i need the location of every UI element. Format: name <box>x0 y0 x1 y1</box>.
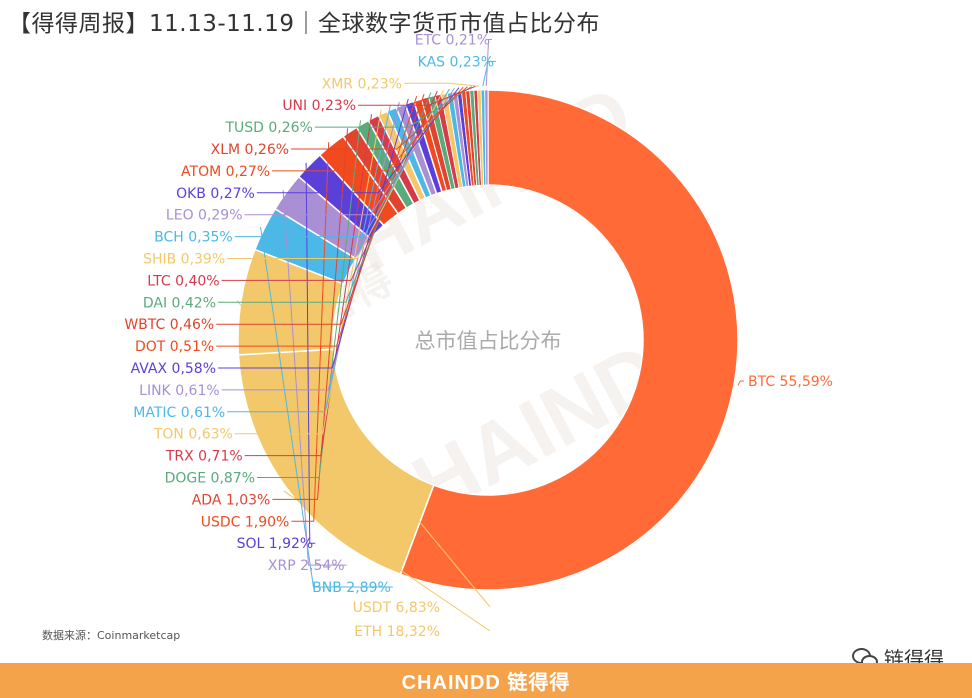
leader-line-atom <box>272 86 464 172</box>
leader-line-wbtc <box>216 94 425 325</box>
slice-label-xlm: XLM 0,26% <box>211 142 289 158</box>
slice-label-doge: DOGE 0,87% <box>165 471 255 487</box>
slice-label-kas: KAS 0,23% <box>418 54 494 70</box>
slice-label-xrp: XRP 2,54% <box>268 558 345 574</box>
leader-line-matic <box>227 105 391 413</box>
leader-line-tusd <box>314 86 472 128</box>
label-leader-lines <box>216 39 744 632</box>
leader-line-xrp <box>282 189 347 566</box>
slice-label-uni: UNI 0,23% <box>282 98 356 114</box>
slice-label-tusd: TUSD 0,26% <box>224 120 312 136</box>
leader-line-dot <box>216 96 418 347</box>
donut-center-label: 总市值占比分布 <box>415 329 562 353</box>
slice-label-ltc: LTC 0,40% <box>147 273 219 289</box>
leader-line-btc <box>737 380 744 386</box>
leader-line-doge <box>257 120 361 478</box>
leader-line-kas <box>482 60 496 87</box>
slice-label-usdc: USDC 1,90% <box>201 514 290 530</box>
slice-label-ton: TON 0,63% <box>153 427 233 443</box>
slice-label-bch: BCH 0,35% <box>154 230 233 246</box>
slice-label-sol: SOL 1,92% <box>237 536 314 552</box>
slice-btc <box>399 89 739 591</box>
slice-label-avax: AVAX 0,58% <box>131 361 216 377</box>
slice-labels: BTC 55,59% ETH 18,32% USDT 6,83% BNB 2,89% X… <box>124 33 833 641</box>
slice-label-etc: ETC 0,21% <box>415 33 490 49</box>
leader-line-sol <box>305 162 316 544</box>
slice-label-btc: BTC 55,59% <box>748 374 833 390</box>
leader-line-eth <box>283 490 491 632</box>
leader-line-ton <box>234 109 382 435</box>
leader-line-usdc <box>291 142 330 522</box>
leader-line-etc <box>485 39 492 87</box>
data-source-note: 数据来源：Coinmarketcap <box>42 629 181 642</box>
slice-label-eth: ETH 18,32% <box>354 624 440 640</box>
leader-line-trx <box>244 114 373 457</box>
leader-line-shib <box>227 89 444 259</box>
leader-line-ada <box>272 128 349 500</box>
slice-etc <box>484 89 489 186</box>
slice-label-dai: DAI 0,42% <box>143 295 216 311</box>
slice-label-leo: LEO 0,29% <box>166 208 243 224</box>
page-title: 【得得周报】11.13-11.19｜全球数字货币市值占比分布 <box>8 11 600 37</box>
leader-line-ltc <box>221 90 438 281</box>
leader-line-xmr <box>403 82 480 87</box>
slice-label-usdt: USDT 6,83% <box>353 600 440 616</box>
slice-label-dot: DOT 0,51% <box>135 339 214 355</box>
leader-line-xlm <box>291 86 468 150</box>
slice-label-bnb: BNB 2,89% <box>312 580 391 596</box>
leader-line-dai <box>218 92 432 303</box>
slice-label-link: LINK 0,61% <box>139 383 220 399</box>
slice-label-xmr: XMR 0,23% <box>322 76 402 92</box>
slice-label-ada: ADA 1,03% <box>192 492 271 508</box>
slice-label-shib: SHIB 0,39% <box>143 252 225 268</box>
leader-line-bnb <box>260 226 393 588</box>
slice-label-okb: OKB 0,27% <box>176 186 255 202</box>
slice-label-trx: TRX 0,71% <box>165 449 243 465</box>
leader-line-okb <box>256 87 460 194</box>
leader-line-link <box>221 101 400 391</box>
leader-line-avax <box>218 98 409 369</box>
leader-line-uni <box>358 85 476 106</box>
slice-label-matic: MATIC 0,61% <box>133 405 225 421</box>
footer-banner: CHAINDD 链得得 <box>0 663 972 698</box>
slice-label-wbtc: WBTC 0,46% <box>124 317 214 333</box>
footer-logo: CHAINDD 链得得 <box>401 672 571 694</box>
slice-label-atom: ATOM 0,27% <box>181 164 270 180</box>
